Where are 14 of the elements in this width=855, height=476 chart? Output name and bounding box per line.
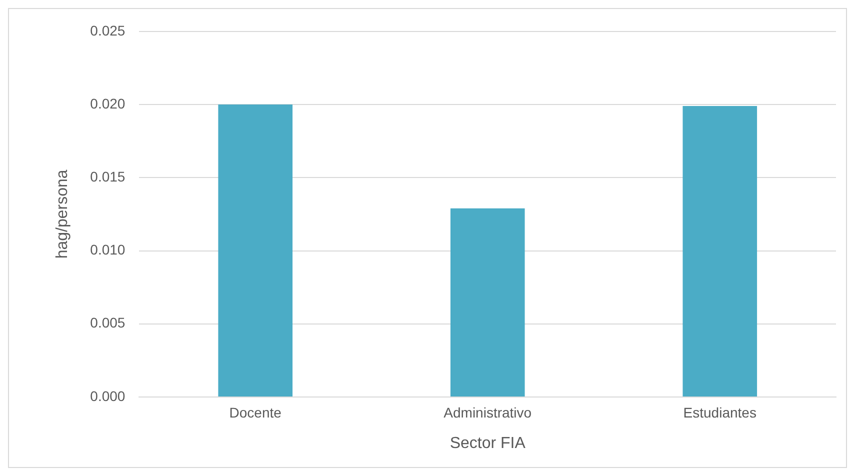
x-tick-label: Docente xyxy=(229,404,282,420)
x-tick-label: Administrativo xyxy=(444,404,532,420)
bar xyxy=(218,104,293,396)
bar xyxy=(682,106,758,396)
x-axis-title: Sector FIA xyxy=(450,434,526,452)
y-tick-label: 0.015 xyxy=(90,168,126,184)
x-tick-label: Estudiantes xyxy=(683,404,756,420)
bar xyxy=(450,208,525,396)
y-axis-title: hag/persona xyxy=(54,170,72,259)
y-tick-label: 0.000 xyxy=(90,388,126,404)
y-tick-label: 0.010 xyxy=(90,242,126,258)
y-tick-label: 0.025 xyxy=(90,22,126,38)
y-tick-label: 0.020 xyxy=(90,95,126,112)
y-tick-label: 0.005 xyxy=(90,314,126,331)
